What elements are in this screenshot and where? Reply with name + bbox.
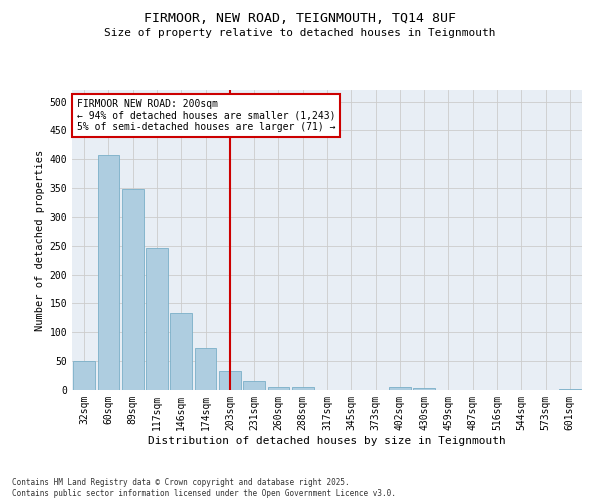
Bar [97,154,119,390]
Bar [559,389,581,390]
Text: Size of property relative to detached houses in Teignmouth: Size of property relative to detached ho… [104,28,496,38]
Bar [73,361,95,390]
Text: FIRMOOR, NEW ROAD, TEIGNMOUTH, TQ14 8UF: FIRMOOR, NEW ROAD, TEIGNMOUTH, TQ14 8UF [144,12,456,26]
Text: FIRMOOR NEW ROAD: 200sqm
← 94% of detached houses are smaller (1,243)
5% of semi: FIRMOOR NEW ROAD: 200sqm ← 94% of detach… [77,99,335,132]
Bar [146,248,168,390]
Bar [194,348,217,390]
Bar [389,387,411,390]
Text: Contains HM Land Registry data © Crown copyright and database right 2025.
Contai: Contains HM Land Registry data © Crown c… [12,478,396,498]
Bar [413,388,435,390]
Bar [268,387,289,390]
Bar [122,189,143,390]
Bar [170,314,192,390]
Bar [292,387,314,390]
Bar [219,371,241,390]
Y-axis label: Number of detached properties: Number of detached properties [35,150,46,330]
Bar [243,381,265,390]
X-axis label: Distribution of detached houses by size in Teignmouth: Distribution of detached houses by size … [148,436,506,446]
